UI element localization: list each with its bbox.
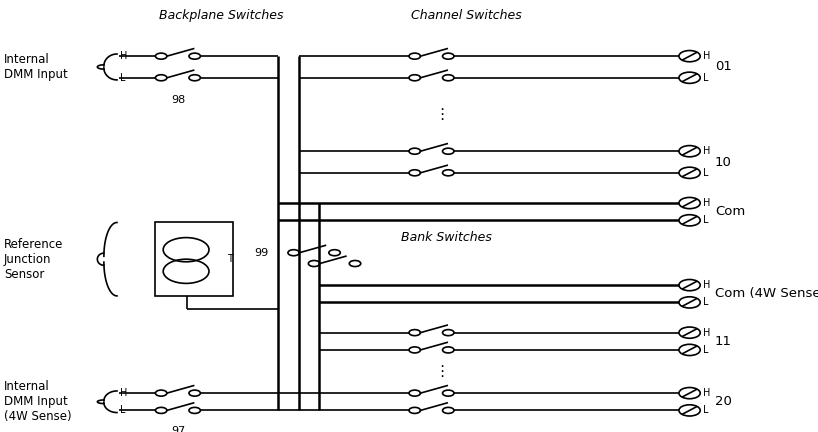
Text: Com: Com xyxy=(715,205,745,218)
Text: 01: 01 xyxy=(715,60,732,73)
Bar xyxy=(155,222,233,296)
Text: H: H xyxy=(120,388,128,398)
Text: L: L xyxy=(703,297,709,308)
Text: 97: 97 xyxy=(171,426,186,432)
Text: Channel Switches: Channel Switches xyxy=(411,9,522,22)
Text: L: L xyxy=(120,73,126,83)
Text: H: H xyxy=(120,51,128,61)
Text: ⋮: ⋮ xyxy=(434,107,449,122)
Text: L: L xyxy=(703,215,709,226)
Text: H: H xyxy=(703,280,711,290)
Text: Com (4W Sense): Com (4W Sense) xyxy=(715,287,818,300)
Text: L: L xyxy=(703,345,709,355)
Text: 98: 98 xyxy=(171,95,186,105)
Text: Backplane Switches: Backplane Switches xyxy=(159,9,283,22)
Text: Reference
Junction
Sensor: Reference Junction Sensor xyxy=(4,238,64,281)
Text: H: H xyxy=(703,51,711,61)
Text: Internal
DMM Input: Internal DMM Input xyxy=(4,53,68,81)
Text: Internal
DMM Input
(4W Sense): Internal DMM Input (4W Sense) xyxy=(4,380,72,423)
Text: H: H xyxy=(703,388,711,398)
Text: L: L xyxy=(703,73,709,83)
Text: 11: 11 xyxy=(715,335,732,348)
Text: L: L xyxy=(703,168,709,178)
Text: ⋮: ⋮ xyxy=(434,364,449,379)
Text: H: H xyxy=(703,327,711,338)
Text: T: T xyxy=(227,254,232,264)
Text: 99: 99 xyxy=(254,248,268,258)
Text: Bank Switches: Bank Switches xyxy=(401,231,492,244)
Text: 20: 20 xyxy=(715,395,732,408)
Text: 10: 10 xyxy=(715,156,732,168)
Text: H: H xyxy=(703,198,711,208)
Text: L: L xyxy=(703,405,709,416)
Text: H: H xyxy=(703,146,711,156)
Text: L: L xyxy=(120,405,126,416)
